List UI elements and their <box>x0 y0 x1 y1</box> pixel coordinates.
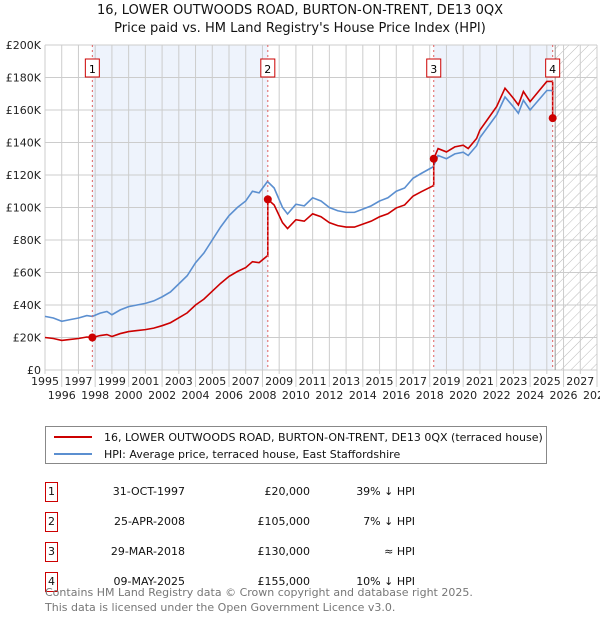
x-tick-label: 2005 <box>198 375 226 388</box>
sale-label-box <box>426 58 442 78</box>
x-tick-label: 2027 <box>566 375 594 388</box>
x-tick-label: 2011 <box>299 375 327 388</box>
x-tick-label: 2013 <box>332 375 360 388</box>
x-tick-label: 2022 <box>483 389 511 402</box>
x-tick-label: 1999 <box>98 375 126 388</box>
sale-date: 09-MAY-2025 <box>113 575 185 588</box>
y-tick-label: £80K <box>13 234 42 247</box>
x-tick-label: 2002 <box>148 389 176 402</box>
sale-hpi-diff: 39% ↓ HPI <box>356 485 415 498</box>
x-tick-label: 2019 <box>432 375 460 388</box>
x-tick-label: 2025 <box>533 375 561 388</box>
x-tick-label: 2026 <box>550 389 578 402</box>
x-tick-label: 2004 <box>182 389 210 402</box>
chart-subtitle: Price paid vs. HM Land Registry's House … <box>114 21 486 36</box>
sale-number: 2 <box>45 512 58 532</box>
sale-point <box>263 195 272 204</box>
y-tick-label: £140K <box>6 137 42 150</box>
sale-label-number: 1 <box>89 63 96 76</box>
x-tick-label: 2016 <box>382 389 410 402</box>
sale-label-number: 4 <box>549 63 556 76</box>
property-line-swatch <box>54 436 92 438</box>
y-tick-label: £120K <box>6 169 42 182</box>
x-tick-label: 1996 <box>48 389 76 402</box>
sale-date: 31-OCT-1997 <box>112 485 185 498</box>
sale-hpi-diff: ≈ HPI <box>384 545 415 558</box>
sale-label-number: 3 <box>430 63 437 76</box>
x-tick-label: 2021 <box>466 375 494 388</box>
x-tick-label: 2023 <box>499 375 527 388</box>
footer-line-2: This data is licensed under the Open Gov… <box>45 601 396 614</box>
x-tick-label: 2020 <box>449 389 477 402</box>
x-tick-label: 2006 <box>215 389 243 402</box>
sale-row: 1 31-OCT-1997 £20,000 39% ↓ HPI <box>45 482 600 502</box>
y-tick-label: £20K <box>13 332 42 345</box>
y-tick-label: £180K <box>6 72 42 85</box>
y-tick-label: £200K <box>6 39 42 52</box>
sale-price: £105,000 <box>257 515 311 528</box>
legend: 16, LOWER OUTWOODS ROAD, BURTON-ON-TRENT… <box>45 426 547 464</box>
chart-title: 16, LOWER OUTWOODS ROAD, BURTON-ON-TRENT… <box>96 3 503 18</box>
x-tick-label: 2000 <box>115 389 143 402</box>
y-tick-label: £0 <box>27 364 41 377</box>
y-tick-label: £40K <box>13 299 42 312</box>
x-tick-label: 2017 <box>399 375 427 388</box>
hpi-line-swatch <box>54 453 92 455</box>
plot-area: 1995199619971998199920002001200220032004… <box>6 39 600 402</box>
x-tick-label: 2012 <box>315 389 343 402</box>
sale-date: 25-APR-2008 <box>113 515 185 528</box>
y-tick-label: £100K <box>6 202 42 215</box>
x-tick-label: 1997 <box>64 375 92 388</box>
x-tick-label: 2024 <box>516 389 544 402</box>
sale-label-box <box>84 58 100 78</box>
x-tick-label: 2008 <box>248 389 276 402</box>
hpi-line <box>44 89 555 323</box>
x-tick-label: 2028 <box>583 389 600 402</box>
x-tick-label: 2007 <box>232 375 260 388</box>
x-tick-label: 2009 <box>265 375 293 388</box>
x-tick-label: 2015 <box>366 375 394 388</box>
y-tick-label: £160K <box>6 104 42 117</box>
sale-price: £20,000 <box>264 485 311 498</box>
sale-price: £155,000 <box>257 575 311 588</box>
property-price-line <box>44 80 554 342</box>
x-tick-label: 1998 <box>81 389 109 402</box>
legend-property: 16, LOWER OUTWOODS ROAD, BURTON-ON-TRENT… <box>104 430 543 444</box>
sale-number: 1 <box>45 482 58 502</box>
x-tick-label: 1995 <box>31 375 59 388</box>
sale-row: 3 29-MAR-2018 £130,000 ≈ HPI <box>45 542 600 562</box>
sale-number: 3 <box>45 542 58 562</box>
sale-point <box>88 333 97 342</box>
x-tick-label: 2001 <box>131 375 159 388</box>
sale-hpi-diff: 10% ↓ HPI <box>356 575 415 588</box>
sale-date: 29-MAR-2018 <box>110 545 185 558</box>
sale-hpi-diff: 7% ↓ HPI <box>363 515 415 528</box>
sale-label-box <box>545 58 561 78</box>
x-tick-label: 2014 <box>349 389 377 402</box>
sale-row: 4 09-MAY-2025 £155,000 10% ↓ HPI <box>45 572 600 592</box>
sale-number: 4 <box>45 572 58 592</box>
x-tick-label: 2018 <box>416 389 444 402</box>
sale-label-number: 2 <box>264 63 271 76</box>
sale-label-box <box>260 58 276 78</box>
x-tick-label: 2010 <box>282 389 310 402</box>
x-tick-label: 2003 <box>165 375 193 388</box>
y-tick-label: £60K <box>13 267 42 280</box>
sale-row: 2 25-APR-2008 £105,000 7% ↓ HPI <box>45 512 600 532</box>
legend-hpi: HPI: Average price, terraced house, East… <box>104 447 401 461</box>
sale-price: £130,000 <box>257 545 311 558</box>
sale-point <box>548 114 557 123</box>
footer-line-1: Contains HM Land Registry data © Crown c… <box>45 586 473 599</box>
sale-point <box>429 154 438 163</box>
